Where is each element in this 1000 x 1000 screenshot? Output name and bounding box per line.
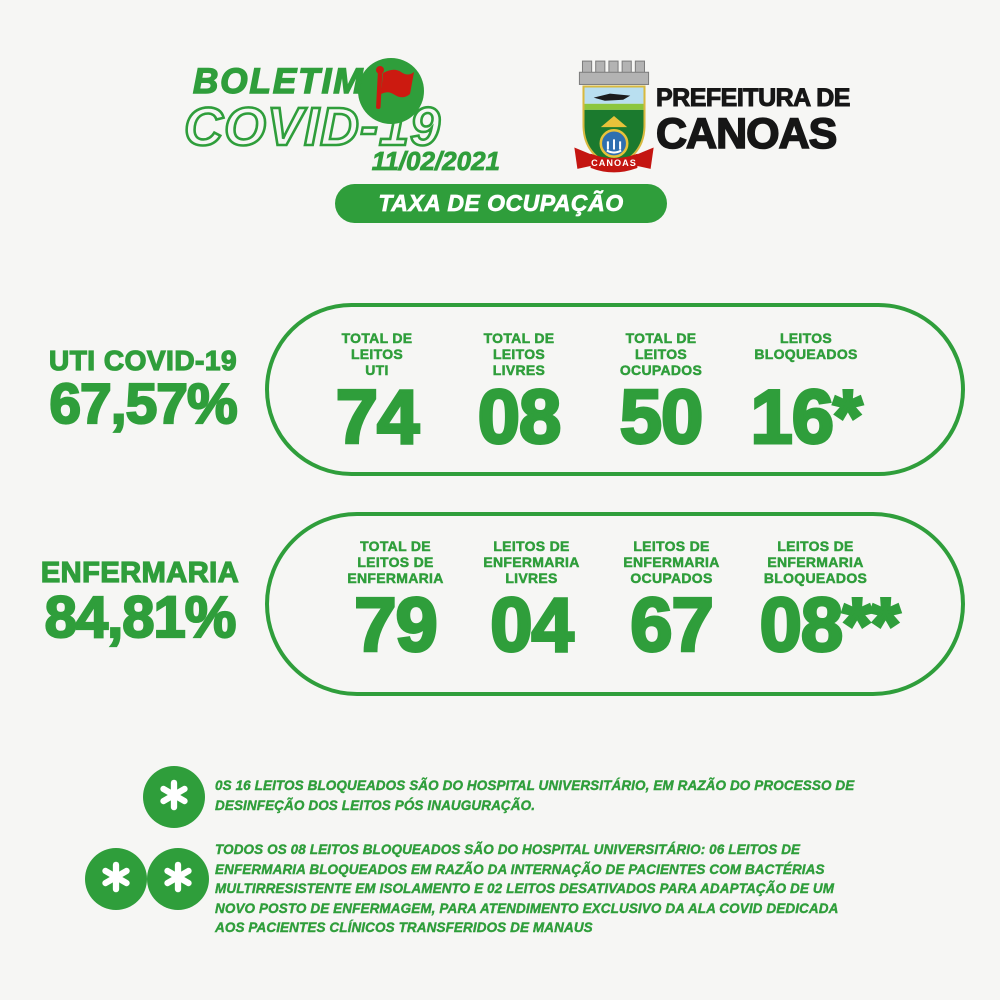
taxa-de-ocupacao-badge: TAXA DE OCUPAÇÃO	[335, 184, 667, 223]
stat-value: 67	[629, 583, 716, 668]
enfermaria-stat-bloqueados: LEITOS DE ENFERMARIA BLOQUEADOS 08**	[728, 538, 903, 665]
stat-value: 74	[334, 375, 421, 460]
boletim-title: BOLETIM	[192, 61, 365, 102]
stat-label: LEITOS DE ENFERMARIA OCUPADOS	[623, 538, 720, 587]
prefeitura-line1: PREFEITURA DE	[656, 84, 851, 112]
uti-stat-total: TOTAL DE LEITOS UTI 74	[292, 330, 462, 460]
crest-ribbon-text: CANOAS	[591, 158, 637, 168]
stat-value: 08**	[758, 583, 902, 668]
asterisk-icon	[156, 777, 192, 818]
asterisk-icon	[160, 859, 196, 900]
footnote1-text: 0S 16 LEITOS BLOQUEADOS SÃO DO HOSPITAL …	[215, 778, 855, 813]
stat-label: TOTAL DE LEITOS LIVRES	[483, 330, 555, 379]
prefeitura-wordmark: PREFEITURA DE CANOAS	[655, 84, 851, 158]
uti-rate: 67,57%	[48, 372, 239, 437]
enfermaria-rate: 84,81%	[44, 585, 238, 651]
enfermaria-summary: ENFERMARIA 84,81%	[22, 557, 258, 651]
enfermaria-stat-livres: LEITOS DE ENFERMARIA LIVRES 04	[444, 538, 619, 668]
flag-badge	[358, 58, 424, 124]
enfermaria-stat-total: TOTAL DE LEITOS DE ENFERMARIA 79	[308, 538, 483, 668]
enfermaria-stats-panel	[265, 512, 965, 696]
footnote2-marker-a	[85, 848, 147, 910]
stat-label: TOTAL DE LEITOS OCUPADOS	[619, 330, 703, 379]
canoas-coat-of-arms: CANOAS	[562, 56, 666, 183]
stat-value: 50	[618, 375, 705, 460]
enfermaria-title: ENFERMARIA	[40, 557, 240, 589]
uti-stat-ocupados: TOTAL DE LEITOS OCUPADOS 50	[576, 330, 746, 460]
footnote2-text: TODOS OS 08 LEITOS BLOQUEADOS SÃO DO HOS…	[215, 842, 839, 936]
stat-label: TOTAL DE LEITOS UTI	[341, 330, 413, 379]
stat-value: 16*	[749, 375, 864, 460]
footnote1-marker	[143, 766, 205, 828]
asterisk-icon	[98, 859, 134, 900]
stat-label: LEITOS DE ENFERMARIA LIVRES	[483, 538, 580, 587]
stat-label: LEITOS DE ENFERMARIA BLOQUEADOS	[763, 538, 868, 587]
stat-label: TOTAL DE LEITOS DE ENFERMARIA	[347, 538, 444, 587]
uti-title: UTI COVID-19	[48, 345, 238, 376]
stat-label: LEITOS BLOQUEADOS	[754, 330, 858, 363]
bulletin-date: 11/02/2021	[371, 146, 500, 177]
footnote2-marker-b	[147, 848, 209, 910]
uti-summary: UTI COVID-19 67,57%	[28, 345, 258, 437]
prefeitura-line2: CANOAS	[655, 110, 838, 158]
stat-value: 08	[476, 375, 563, 460]
enfermaria-stat-ocupados: LEITOS DE ENFERMARIA OCUPADOS 67	[584, 538, 759, 668]
uti-stats-panel	[265, 303, 965, 476]
red-flag-icon	[366, 63, 416, 120]
uti-stat-livres: TOTAL DE LEITOS LIVRES 08	[434, 330, 604, 460]
stat-value: 04	[489, 583, 576, 668]
uti-stat-bloqueados: LEITOS BLOQUEADOS 16*	[721, 330, 891, 460]
stat-value: 79	[353, 583, 440, 668]
